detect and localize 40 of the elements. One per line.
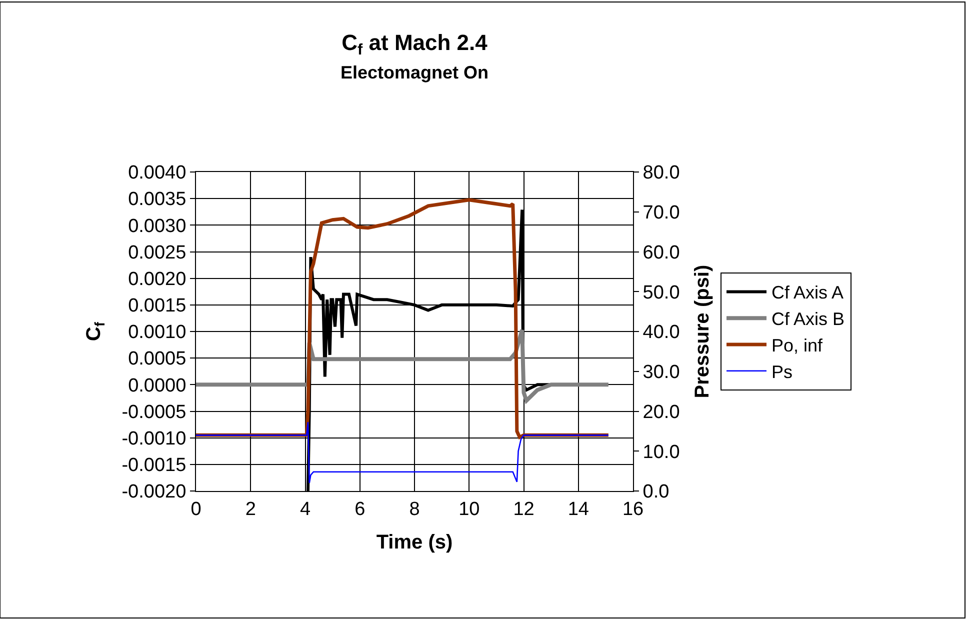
y-tick-label: 0.0020 xyxy=(128,268,186,290)
x-tick-label: 6 xyxy=(354,498,366,520)
y-tick-label: 0.0010 xyxy=(128,322,186,344)
chart-title: C$_{f}$ at Mach 2.4 xyxy=(342,30,488,59)
y-tick-label: -0.0020 xyxy=(122,482,186,503)
y2-tick-label: 50.0 xyxy=(642,282,680,304)
y2-tick-label: 10.0 xyxy=(642,442,680,463)
y-tick-label: -0.0015 xyxy=(122,455,186,476)
y2-tick-label: 0.0 xyxy=(642,482,670,503)
x-tick-label: 4 xyxy=(300,498,311,520)
legend-label: Cf Axis B xyxy=(772,309,845,330)
y-tick-label: 0.0015 xyxy=(128,296,186,317)
y2-tick-label: 20.0 xyxy=(642,402,680,423)
y-tick-label: 0.0005 xyxy=(128,348,186,370)
chart-subtitle: Electomagnet On xyxy=(340,62,489,83)
x-tick-label: 12 xyxy=(513,498,534,520)
y2-tick-label: 70.0 xyxy=(642,202,680,224)
y2-tick-label: 60.0 xyxy=(642,242,680,264)
legend-label: Cf Axis A xyxy=(772,282,844,303)
x-tick-label: 16 xyxy=(622,498,644,520)
y2-tick-label: 30.0 xyxy=(642,362,680,384)
x-tick-label: 0 xyxy=(190,498,202,520)
y2-tick-label: 40.0 xyxy=(642,322,680,344)
y-tick-label: 0.0040 xyxy=(128,162,186,184)
x-tick-label: 10 xyxy=(458,498,480,520)
line-series xyxy=(196,421,610,484)
y-tick-label: 0.0035 xyxy=(128,189,186,210)
x-tick-label: 8 xyxy=(409,498,420,520)
y-tick-label: 0.0025 xyxy=(128,242,186,264)
legend-label: Ps xyxy=(772,362,793,382)
y-tick-label: 0.0030 xyxy=(128,216,186,237)
x-axis-title: Time (s) xyxy=(376,531,453,554)
y2-tick-label: 80.0 xyxy=(642,162,680,184)
y-tick-label: -0.0010 xyxy=(122,428,186,450)
x-tick-label: 2 xyxy=(245,498,256,520)
y2-axis-title: Pressure (psi) xyxy=(691,264,714,398)
x-tick-label: 14 xyxy=(568,498,590,520)
y-tick-label: -0.0005 xyxy=(122,402,186,423)
y-tick-label: 0.0000 xyxy=(128,375,186,396)
legend-label: Po, inf xyxy=(772,336,824,356)
